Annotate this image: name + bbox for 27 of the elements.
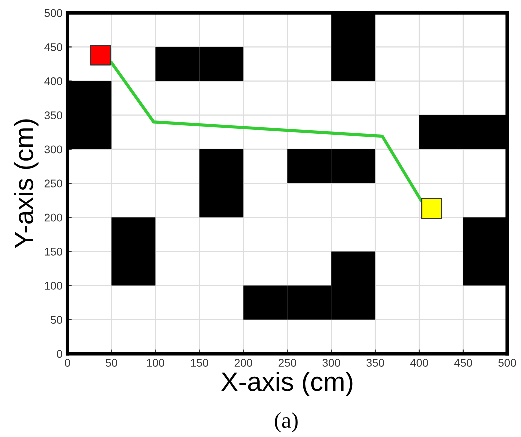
x-tick-label: 50: [106, 359, 118, 367]
x-tick-label: 450: [454, 359, 472, 367]
x-tick-label: 500: [498, 359, 516, 367]
x-tick-label: 350: [366, 359, 384, 367]
y-tick-label: 300: [44, 146, 62, 154]
y-tick-label: 50: [50, 316, 62, 324]
x-tick-label: 300: [322, 359, 340, 367]
bar: [200, 149, 244, 218]
x-tick-label: 150: [191, 359, 208, 367]
x-tick-label: 200: [234, 359, 252, 367]
x-tick-label: 250: [278, 359, 296, 367]
y-tick-label: 150: [45, 248, 62, 256]
y-tick-label: 500: [44, 9, 62, 18]
x-tick-label: 100: [147, 359, 165, 367]
y-tick-label: 0: [57, 350, 62, 358]
y-tick-label: 100: [45, 282, 62, 290]
y-tick-label: 450: [44, 43, 62, 52]
y-axis-title: Y-axis (cm): [14, 120, 39, 248]
y-tick-label: 350: [44, 112, 62, 120]
x-tick-label: 400: [410, 359, 428, 367]
text: (a): [275, 412, 298, 433]
y-tick-label: 200: [44, 214, 62, 222]
x-tick-label: 0: [65, 359, 70, 367]
bar: [112, 218, 156, 286]
y-tick-label: 250: [44, 180, 62, 188]
y-tick-label: 400: [44, 78, 62, 86]
x-axis-title: X-axis (cm): [221, 372, 353, 397]
